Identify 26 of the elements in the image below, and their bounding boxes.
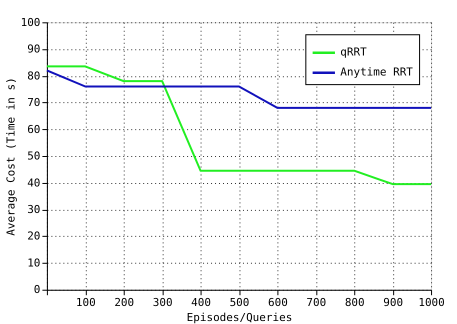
y-axis-title: Average Cost (Time in s) [4, 77, 18, 236]
x-tick-label: 800 [344, 296, 365, 310]
x-tick-label: 600 [268, 296, 288, 310]
y-tick-label: 30 [27, 202, 40, 216]
legend-label: Anytime RRT [340, 66, 414, 79]
x-tick-label: 700 [306, 296, 326, 310]
y-tick-label: 0 [34, 283, 40, 296]
x-tick-label: 900 [383, 296, 404, 310]
x-tick-label: 200 [114, 296, 134, 310]
x-tick-label: 100 [76, 296, 96, 310]
x-tick-label: 300 [152, 296, 173, 310]
x-tick-label: 500 [230, 296, 250, 310]
x-tick-label: 400 [191, 296, 211, 310]
y-tick-label: 100 [20, 16, 40, 29]
y-tick-label: 90 [27, 42, 40, 56]
x-axis-title: Episodes/Queries [186, 311, 292, 324]
y-tick-label: 80 [27, 69, 40, 82]
y-tick-label: 60 [27, 122, 40, 136]
line-series [46, 65, 432, 186]
x-tick-label: 1000 [418, 296, 445, 310]
y-tick-label: 70 [27, 96, 40, 110]
legend-label: qRRT [340, 46, 368, 59]
y-tick-label: 40 [27, 176, 40, 190]
y-tick-label: 50 [27, 150, 40, 163]
y-tick-label: 10 [27, 256, 40, 270]
y-tick-label: 20 [27, 230, 40, 243]
